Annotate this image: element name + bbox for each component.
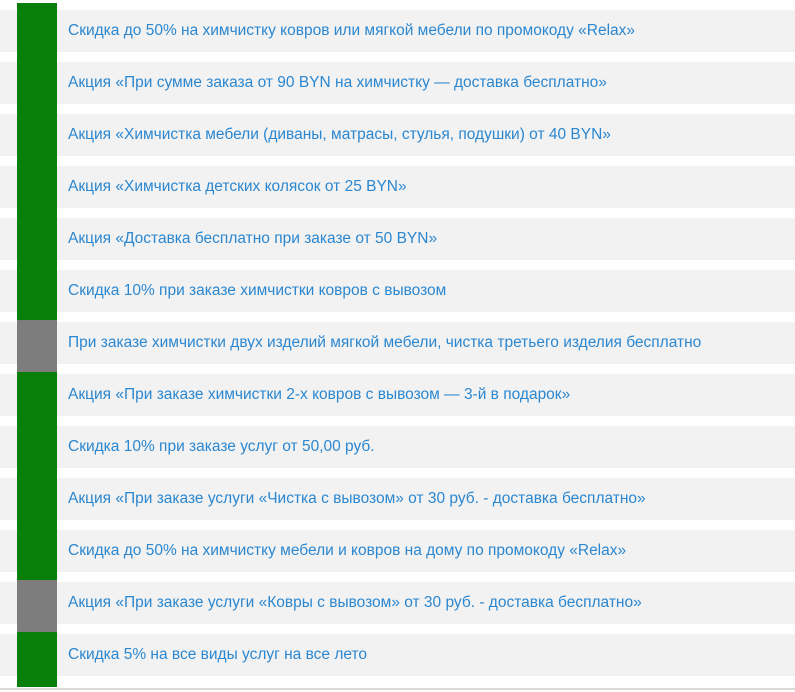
row-marker [17,424,57,476]
promotion-link[interactable]: При заказе химчистки двух изделий мягкой… [68,334,702,352]
promotion-link[interactable]: Акция «При заказе услуги «Чистка с вывоз… [68,490,646,508]
promotion-row: Скидка до 50% на химчистку ковров или мя… [0,10,795,52]
promotion-row: Акция «При сумме заказа от 90 BYN на хим… [0,62,795,104]
promotion-link[interactable]: Акция «При заказе услуги «Ковры с вывозо… [68,594,642,612]
promotion-row: Акция «Доставка бесплатно при заказе от … [0,218,795,260]
promotion-link[interactable]: Скидка 10% при заказе химчистки ковров с… [68,282,447,300]
promotion-row: Скидка 5% на все виды услуг на все лето [0,634,795,676]
promotion-link[interactable]: Скидка до 50% на химчистку ковров или мя… [68,22,636,40]
row-marker [17,3,57,60]
promotion-link[interactable]: Скидка 5% на все виды услуг на все лето [68,646,368,664]
row-marker [17,268,57,320]
promotion-row: Скидка до 50% на химчистку мебели и ковр… [0,530,795,572]
row-marker [17,372,57,424]
promotion-row: Скидка 10% при заказе химчистки ковров с… [0,270,795,312]
promotion-row: Акция «Химчистка детских колясок от 25 B… [0,166,795,208]
promotion-row: Акция «Химчистка мебели (диваны, матрасы… [0,114,795,156]
promotion-row: Скидка 10% при заказе услуг от 50,00 руб… [0,426,795,468]
row-marker [17,164,57,216]
row-marker [17,112,57,164]
promotion-row: Акция «При заказе услуги «Чистка с вывоз… [0,478,795,520]
bottom-divider [0,688,795,690]
promotion-link[interactable]: Акция «Химчистка мебели (диваны, матрасы… [68,126,611,144]
promotion-link[interactable]: Акция «Доставка бесплатно при заказе от … [68,230,438,248]
row-marker [17,580,57,632]
row-marker [17,320,57,372]
row-marker [17,632,57,687]
row-marker [17,528,57,580]
promotion-rows: Скидка до 50% на химчистку ковров или мя… [0,10,795,686]
promotion-link[interactable]: Скидка 10% при заказе услуг от 50,00 руб… [68,438,375,456]
promotion-row: При заказе химчистки двух изделий мягкой… [0,322,795,364]
promotion-link[interactable]: Акция «При заказе химчистки 2-х ковров с… [68,386,571,404]
row-marker [17,476,57,528]
promotion-link[interactable]: Акция «Химчистка детских колясок от 25 B… [68,178,407,196]
marker-column [17,3,57,687]
promotion-row: Акция «При заказе химчистки 2-х ковров с… [0,374,795,416]
promotion-link[interactable]: Акция «При сумме заказа от 90 BYN на хим… [68,74,607,92]
row-marker [17,216,57,268]
row-marker [17,60,57,112]
promotion-row: Акция «При заказе услуги «Ковры с вывозо… [0,582,795,624]
promotion-link[interactable]: Скидка до 50% на химчистку мебели и ковр… [68,542,627,560]
